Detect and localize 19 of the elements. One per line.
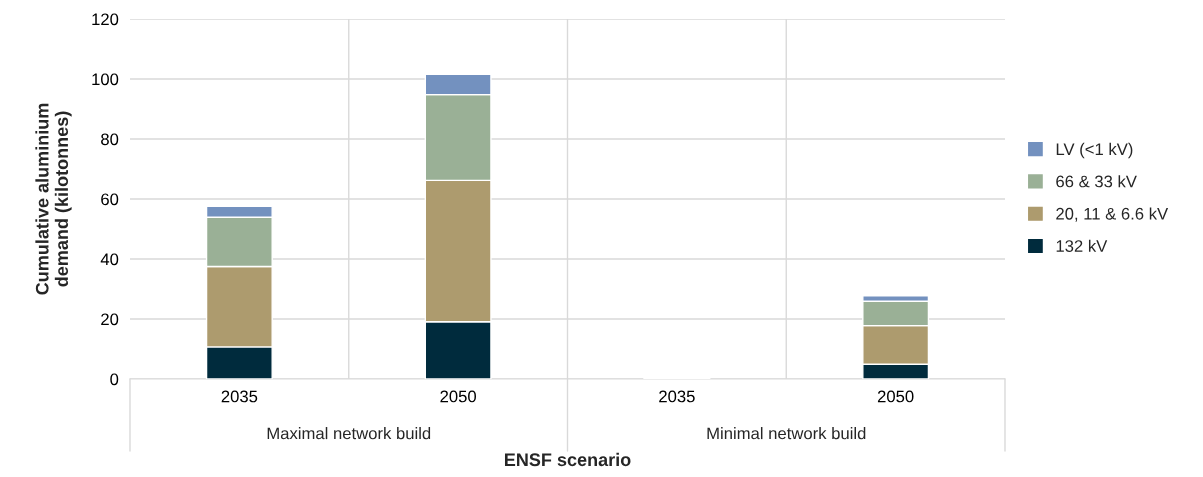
legend-label: 66 & 33 kV xyxy=(1056,175,1137,188)
x-tick-label: 2050 xyxy=(877,390,914,403)
x-tick-label: 2035 xyxy=(221,390,258,403)
x-tick-label: 2035 xyxy=(659,390,695,403)
y-tick-label: 120 xyxy=(92,13,119,26)
legend-label: 132 kV xyxy=(1056,239,1108,252)
y-axis-title: Cumulative aluminium demand (kilotonnes) xyxy=(35,103,72,295)
y-tick-label: 80 xyxy=(101,133,119,146)
text: Minimal network build xyxy=(707,427,866,440)
text: Maximal network build xyxy=(267,427,431,440)
y-tick-label: 20 xyxy=(101,313,119,326)
y-tick-label: 100 xyxy=(92,73,119,86)
legend-label: 20, 11 & 6.6 kV xyxy=(1056,207,1169,222)
y-tick-label: 0 xyxy=(110,373,119,386)
x-tick-label: 2050 xyxy=(440,390,477,403)
x-axis-title: ENSF scenario xyxy=(504,452,631,467)
y-tick-label: 60 xyxy=(101,193,119,206)
y-tick-label: 40 xyxy=(100,253,119,266)
legend-label: LV (<1 kV) xyxy=(1056,142,1133,159)
